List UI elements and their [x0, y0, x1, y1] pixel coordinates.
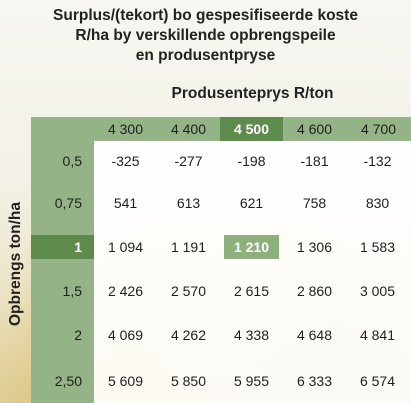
table-cell: -132 [363, 153, 392, 169]
table-cell: 758 [302, 195, 327, 211]
table-cell: 2 426 [107, 283, 144, 299]
title-line-2: R/ha by verskillende opbrengspeile [75, 27, 336, 44]
table-cell: 621 [239, 195, 264, 211]
table-cell: 6 574 [359, 373, 396, 389]
table-cell: 830 [365, 195, 390, 211]
row-header-3: 1,5 [62, 283, 82, 299]
table-cell: 1 306 [296, 239, 333, 255]
table-cell: 2 860 [296, 283, 333, 299]
row-header-0: 0,5 [62, 153, 82, 169]
column-header-2: 4 500 [220, 117, 283, 141]
table-cell: 2 615 [233, 283, 270, 299]
row-header-1: 0,75 [54, 195, 82, 211]
column-header-1: 4 400 [170, 121, 207, 137]
row-header-band [31, 141, 94, 403]
table-cell: -181 [300, 153, 329, 169]
row-header-2: 1 [31, 235, 94, 259]
table-cell: 5 850 [170, 373, 207, 389]
table-cell: 4 069 [107, 327, 144, 343]
row-axis-label-wrap: Opbrengs ton/ha [2, 124, 30, 403]
table-cell: 4 338 [233, 327, 270, 343]
table-cell: -325 [111, 153, 140, 169]
table-cell: 541 [113, 195, 138, 211]
table-cell: 6 333 [296, 373, 333, 389]
row-header-4: 2 [74, 327, 82, 343]
table-cell: 4 841 [359, 327, 396, 343]
table-cell: 1 094 [107, 239, 144, 255]
table-cell: -277 [174, 153, 203, 169]
chart-title: Surplus/(tekort) bo gespesifiseerde kost… [0, 6, 411, 66]
column-axis-label: Produsenteprys R/ton [171, 85, 334, 102]
table-cell: 5 955 [233, 373, 270, 389]
column-header-4: 4 700 [360, 121, 397, 137]
value-grid [94, 141, 411, 403]
column-header-3: 4 600 [296, 121, 333, 137]
row-header-5: 2,50 [54, 373, 82, 389]
table-cell: 1 210 [224, 235, 279, 259]
title-line-3: en produsentpryse [135, 47, 276, 64]
title-line-1: Surplus/(tekort) bo gespesifiseerde kost… [53, 7, 358, 24]
table-cell: 613 [176, 195, 201, 211]
row-axis-label: Opbrengs ton/ha [7, 201, 24, 326]
table-cell: -198 [237, 153, 266, 169]
column-header-0: 4 300 [107, 121, 144, 137]
table-cell: 4 648 [296, 327, 333, 343]
table-cell: 1 191 [170, 239, 207, 255]
table-cell: 2 570 [170, 283, 207, 299]
table-cell: 3 005 [359, 283, 396, 299]
table-cell: 4 262 [170, 327, 207, 343]
table-cell: 1 583 [359, 239, 396, 255]
table-cell: 5 609 [107, 373, 144, 389]
price-yield-table: 4 300 4 400 4 500 4 600 4 700 0,5 -325 -277 -198… [31, 117, 411, 403]
